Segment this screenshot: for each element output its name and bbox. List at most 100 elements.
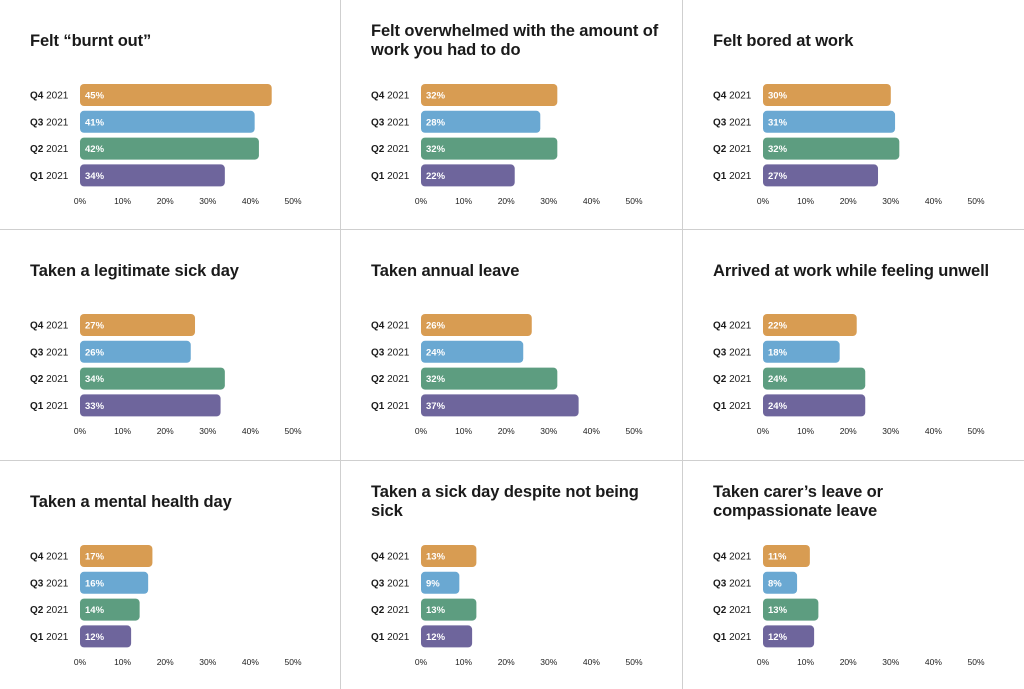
bar-value-label: 31% <box>768 117 788 128</box>
x-tick-label: 10% <box>455 426 472 436</box>
bar-q1 <box>421 625 473 648</box>
y-tick-label: Q3 2021 <box>371 578 410 589</box>
bar-value-label: 17% <box>85 552 105 563</box>
bar-q3 <box>763 571 798 594</box>
panel-burnt-out: Felt “burnt out” Q4 2021 45% Q3 2021 41% Q2 … <box>0 0 341 230</box>
y-tick-label: Q3 2021 <box>30 578 69 589</box>
bar-value-label: 42% <box>85 144 105 155</box>
x-tick-label: 20% <box>840 196 857 206</box>
x-tick-label: 10% <box>114 196 131 206</box>
y-tick-label: Q4 2021 <box>713 321 752 332</box>
bar-chart: Q4 2021 27% Q3 2021 26% Q2 2021 34% Q1 2021 33%… <box>30 314 302 436</box>
bar-chart: Q4 2021 30% Q3 2021 31% Q2 2021 32% Q1 2021 27%… <box>713 84 985 206</box>
bar-q4 <box>421 545 477 567</box>
bar-value-label: 32% <box>426 374 446 385</box>
bar-value-label: 22% <box>768 321 788 332</box>
x-tick-label: 50% <box>625 657 642 667</box>
bar-q1 <box>80 164 225 187</box>
bar-q2 <box>80 137 259 160</box>
bar-value-label: 27% <box>768 171 788 182</box>
bar-value-label: 8% <box>768 578 782 589</box>
bar-q3 <box>80 340 191 363</box>
x-tick-label: 30% <box>882 426 899 436</box>
panel-sick-day-not-sick: Taken a sick day despite not being sick … <box>341 461 683 689</box>
bar-chart: Q4 2021 17% Q3 2021 16% Q2 2021 14% Q1 2021 12%… <box>30 545 302 667</box>
x-tick-label: 0% <box>757 426 770 436</box>
x-tick-label: 20% <box>498 196 515 206</box>
y-tick-label: Q1 2021 <box>371 632 410 643</box>
y-tick-label: Q3 2021 <box>30 117 69 128</box>
bar-value-label: 32% <box>426 144 446 155</box>
x-tick-label: 50% <box>967 196 984 206</box>
bar-value-label: 37% <box>426 401 446 412</box>
bar-q4 <box>80 314 196 336</box>
panel-mental-health-day: Taken a mental health day Q4 2021 17% Q3 2… <box>0 461 341 689</box>
x-tick-label: 20% <box>157 426 174 436</box>
bar-chart: Q4 2021 32% Q3 2021 28% Q2 2021 32% Q1 2021 22%… <box>371 84 643 206</box>
bar-value-label: 12% <box>426 632 446 643</box>
y-tick-label: Q2 2021 <box>713 605 752 616</box>
x-tick-label: 50% <box>284 196 301 206</box>
bar-q4 <box>763 84 891 106</box>
bar-q2 <box>421 367 558 390</box>
bar-value-label: 22% <box>426 171 446 182</box>
y-tick-label: Q2 2021 <box>371 605 410 616</box>
panel-carers-leave: Taken carer’s leave or compassionate lea… <box>683 461 1024 689</box>
y-tick-label: Q4 2021 <box>371 91 410 102</box>
bar-value-label: 28% <box>426 117 446 128</box>
x-tick-label: 50% <box>967 426 984 436</box>
bar-q3 <box>763 110 896 133</box>
y-tick-label: Q1 2021 <box>30 632 69 643</box>
x-tick-label: 50% <box>284 657 301 667</box>
bar-value-label: 11% <box>768 552 787 563</box>
x-tick-label: 20% <box>840 426 857 436</box>
bar-value-label: 16% <box>85 578 105 589</box>
bar-chart: Q4 2021 22% Q3 2021 18% Q2 2021 24% Q1 2021 24%… <box>713 314 985 436</box>
chart-title: Taken a legitimate sick day <box>30 261 239 280</box>
y-tick-label: Q3 2021 <box>713 117 752 128</box>
bar-q1 <box>763 164 879 187</box>
bar-q1 <box>421 164 515 187</box>
x-tick-label: 30% <box>199 426 216 436</box>
bar-value-label: 30% <box>768 91 788 102</box>
y-tick-label: Q2 2021 <box>713 374 752 385</box>
x-tick-label: 0% <box>74 657 87 667</box>
x-tick-label: 30% <box>540 657 557 667</box>
bar-q1 <box>80 625 132 648</box>
x-tick-label: 30% <box>540 196 557 206</box>
bar-value-label: 24% <box>768 374 788 385</box>
x-tick-label: 0% <box>757 196 770 206</box>
x-tick-label: 20% <box>840 657 857 667</box>
bar-value-label: 18% <box>768 347 788 358</box>
bar-q2 <box>763 137 900 160</box>
x-tick-label: 0% <box>415 657 428 667</box>
y-tick-label: Q4 2021 <box>371 321 410 332</box>
y-tick-label: Q3 2021 <box>371 117 410 128</box>
y-tick-label: Q1 2021 <box>713 632 752 643</box>
y-tick-label: Q4 2021 <box>713 91 752 102</box>
panel-arrived-unwell: Arrived at work while feeling unwell Q4 … <box>683 230 1024 461</box>
bar-value-label: 34% <box>85 171 105 182</box>
y-tick-label: Q3 2021 <box>30 347 69 358</box>
x-tick-label: 40% <box>925 196 942 206</box>
y-tick-label: Q1 2021 <box>713 401 752 412</box>
chart-title: Taken annual leave <box>371 261 520 280</box>
bar-q4 <box>80 84 272 106</box>
bar-q1 <box>421 394 579 417</box>
x-tick-label: 30% <box>540 426 557 436</box>
bar-value-label: 24% <box>768 401 788 412</box>
x-tick-label: 0% <box>74 426 87 436</box>
x-tick-label: 30% <box>882 657 899 667</box>
x-tick-label: 20% <box>157 657 174 667</box>
bar-value-label: 26% <box>426 321 446 332</box>
bar-value-label: 9% <box>426 578 440 589</box>
x-tick-label: 40% <box>242 426 259 436</box>
x-tick-label: 40% <box>583 657 600 667</box>
bar-q2 <box>763 367 866 390</box>
bar-q2 <box>421 137 558 160</box>
bar-q4 <box>80 545 153 567</box>
x-tick-label: 50% <box>625 426 642 436</box>
x-tick-label: 0% <box>415 426 428 436</box>
y-tick-label: Q1 2021 <box>371 171 410 182</box>
x-tick-label: 40% <box>925 426 942 436</box>
